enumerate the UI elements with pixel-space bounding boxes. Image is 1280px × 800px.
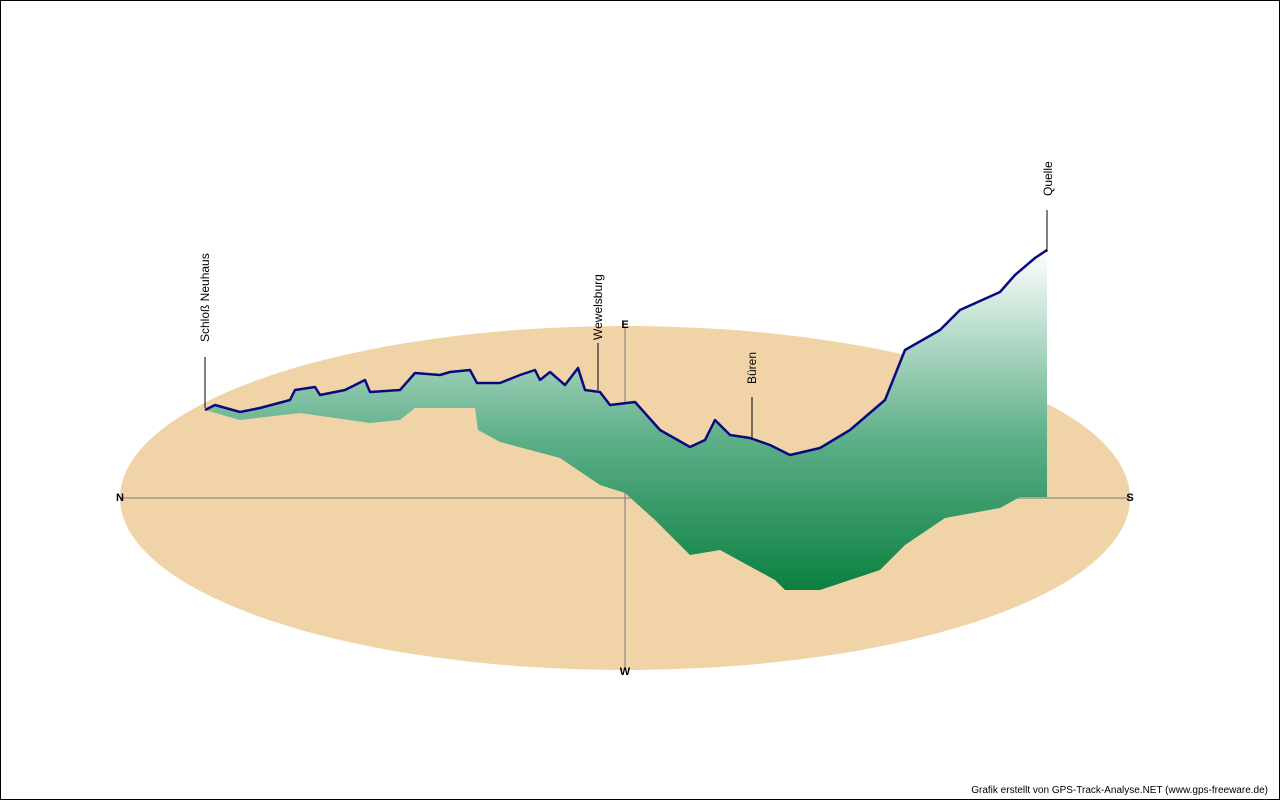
waypoint-label: Schloß Neuhaus [198,253,212,342]
waypoint-label: Quelle [1041,161,1055,196]
waypoint-label: Büren [745,352,759,384]
credit: Grafik erstellt von GPS-Track-Analyse.NE… [971,785,1268,796]
compass-north: N [116,492,124,504]
compass-south: S [1126,492,1133,504]
compass-west: W [620,666,631,678]
compass-east: E [621,319,628,331]
track-line [204,248,1048,457]
elevation-curtain [205,250,1047,590]
waypoint-label: Wewelsburg [591,274,605,340]
